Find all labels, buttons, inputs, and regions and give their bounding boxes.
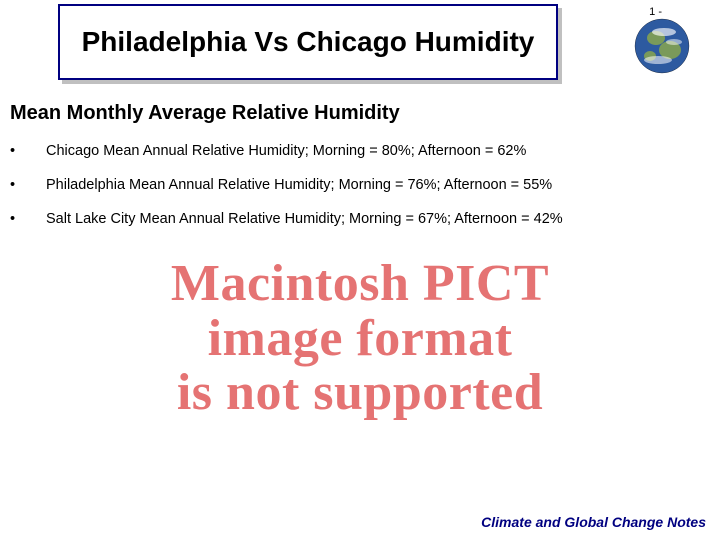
footer-text: Climate and Global Change Notes [481,514,706,530]
slide-title: Philadelphia Vs Chicago Humidity [82,26,535,58]
error-line: Macintosh PICT [20,257,700,312]
bullet-text: Chicago Mean Annual Relative Humidity; M… [46,143,526,159]
header: Philadelphia Vs Chicago Humidity 1 - [0,0,720,90]
page-number: 1 - [649,6,662,18]
bullet-marker: • [10,177,46,193]
subtitle: Mean Monthly Average Relative Humidity [10,102,710,125]
bullet-marker: • [10,143,46,159]
bullet-list: • Chicago Mean Annual Relative Humidity;… [10,143,710,227]
list-item: • Philadelphia Mean Annual Relative Humi… [10,177,710,193]
bullet-text: Philadelphia Mean Annual Relative Humidi… [46,177,552,193]
list-item: • Chicago Mean Annual Relative Humidity;… [10,143,710,159]
list-item: • Salt Lake City Mean Annual Relative Hu… [10,211,710,227]
bullet-text: Salt Lake City Mean Annual Relative Humi… [46,211,563,227]
unsupported-image-placeholder: Macintosh PICT image format is not suppo… [20,257,700,421]
error-line: is not supported [20,366,700,421]
error-line: image format [20,312,700,367]
title-box: Philadelphia Vs Chicago Humidity [58,4,558,80]
bullet-marker: • [10,211,46,227]
globe-icon [634,18,690,74]
